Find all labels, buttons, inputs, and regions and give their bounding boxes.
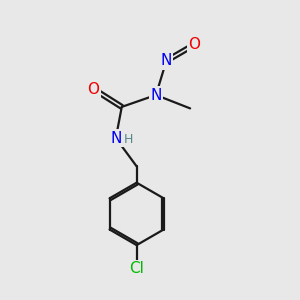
- Text: H: H: [124, 133, 133, 146]
- Text: O: O: [88, 82, 100, 97]
- Text: N: N: [150, 88, 162, 103]
- Text: N: N: [110, 130, 122, 146]
- Text: N: N: [161, 53, 172, 68]
- Text: O: O: [189, 37, 201, 52]
- Text: Cl: Cl: [129, 261, 144, 276]
